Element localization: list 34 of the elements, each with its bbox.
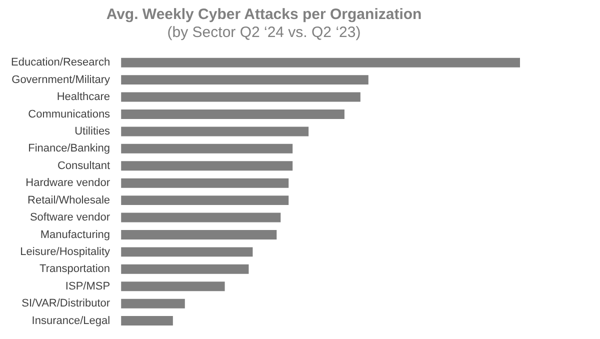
- bar: [121, 230, 277, 240]
- y-tick-label: Retail/Wholesale: [28, 194, 110, 206]
- bar: [121, 161, 293, 171]
- y-tick-label: Manufacturing: [40, 228, 110, 241]
- bar: [121, 196, 289, 206]
- y-tick-label: Consultant: [57, 160, 110, 172]
- bar: [121, 212, 281, 222]
- bar: [121, 144, 293, 154]
- bar: [121, 75, 368, 85]
- y-tick-label: Transportation: [40, 263, 110, 276]
- y-tick-label: Communications: [28, 108, 111, 120]
- bar: [121, 282, 225, 292]
- bar: [121, 110, 344, 119]
- y-tick-label: SI/VAR/Distributor: [22, 298, 110, 310]
- y-tick-label: Finance/Banking: [28, 142, 110, 155]
- y-tick-label: Software vendor: [30, 212, 110, 224]
- y-tick-label: Hardware vendor: [26, 177, 110, 190]
- bar: [121, 58, 520, 68]
- bar: [121, 316, 173, 326]
- y-tick-label: ISP/MSP: [65, 280, 110, 292]
- bar: [121, 264, 249, 274]
- y-tick-label: Healthcare: [56, 91, 110, 104]
- bar: [121, 298, 185, 308]
- y-tick-label: Leisure/Hospitality: [20, 246, 111, 258]
- y-tick-label: Insurance/Legal: [32, 314, 110, 327]
- bar: [121, 247, 253, 257]
- bar: [121, 92, 360, 102]
- y-tick-label: Education/Research: [10, 56, 110, 69]
- bar: [121, 126, 309, 136]
- y-tick-label: Utilities: [74, 125, 111, 138]
- chart-subtitle: (by Sector Q2 ‘24 vs. Q2 ‘23): [167, 24, 361, 42]
- y-tick-label: Government/Military: [12, 74, 111, 86]
- chart-title: Avg. Weekly Cyber Attacks per Organization: [106, 6, 422, 24]
- bar: [121, 178, 289, 188]
